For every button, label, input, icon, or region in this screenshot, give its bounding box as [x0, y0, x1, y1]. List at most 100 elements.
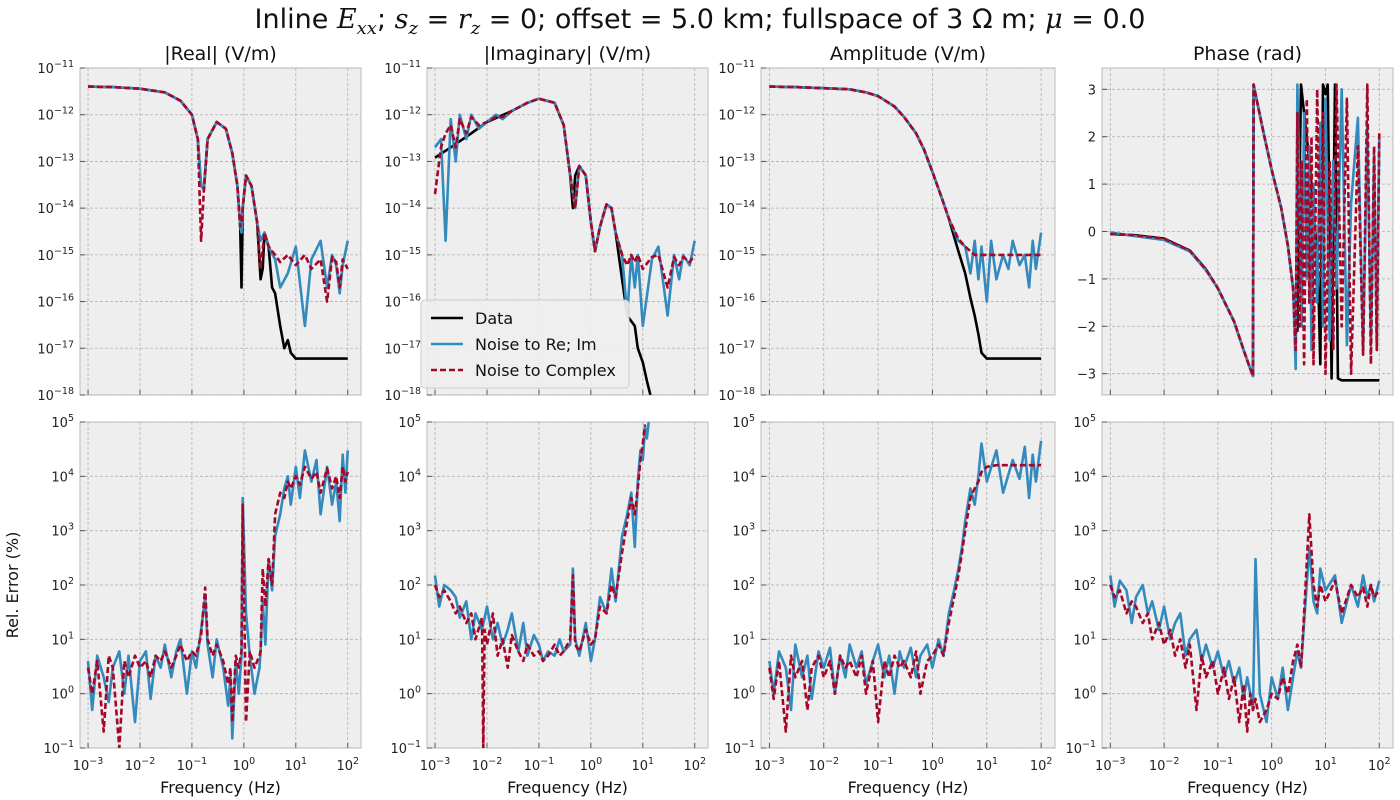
series-line-noise-to-complex [768, 463, 1042, 733]
x-tick-label: 102 [683, 756, 706, 774]
panel-4: −3 −2 −1 0 1 2 3 Phase (rad) [1077, 43, 1394, 396]
series-line-noise-to-complex [86, 465, 349, 748]
x-tick-label: 100 [1260, 756, 1283, 774]
y-tick-label: 105 [51, 413, 74, 431]
x-axis-label: Frequency (Hz) [160, 778, 281, 797]
y-tick-label: 104 [732, 467, 755, 485]
x-tick-label: 10−2 [1149, 756, 1180, 774]
y-tick-label: 104 [51, 467, 74, 485]
y-tick-label: 10−13 [718, 152, 755, 170]
y-tick-label: 103 [51, 522, 74, 540]
y-tick-label: 100 [732, 685, 755, 703]
y-tick-label: 101 [51, 630, 74, 648]
y-tick-label: 10−1 [724, 739, 755, 757]
y-tick-label: 103 [398, 522, 421, 540]
series-line-noise-to-re-im [1110, 83, 1381, 378]
y-tick-label: 104 [398, 467, 421, 485]
panel-5: 10−3 10−2 10−1 100 101 102 10−1 100 101 102 103 104… [3, 413, 362, 797]
x-tick-label: 10−1 [863, 756, 894, 774]
y-tick-label: 102 [1073, 576, 1096, 594]
y-tick-label: 102 [732, 576, 755, 594]
y-tick-label: 10−18 [384, 386, 421, 404]
y-tick-label: 105 [398, 413, 421, 431]
y-tick-label: 10−14 [384, 199, 421, 217]
y-tick-label: −2 [1077, 320, 1096, 335]
y-tick-label: 101 [732, 630, 755, 648]
x-tick-label: 102 [336, 756, 359, 774]
series-line-noise-to-complex [1110, 83, 1381, 378]
y-tick-label: 100 [1073, 685, 1096, 703]
y-tick-label: −1 [1077, 273, 1096, 288]
panel-3: 10−18 10−17 10−16 10−15 10−14 10−13 10−12 10−11… [718, 43, 1056, 404]
x-tick-label: 10−3 [1095, 756, 1126, 774]
y-tick-label: 103 [732, 522, 755, 540]
y-tick-label: 10−12 [37, 106, 74, 124]
x-tick-label: 101 [632, 756, 655, 774]
y-tick-label: 10−11 [37, 59, 74, 77]
y-tick-label: 10−18 [37, 386, 74, 404]
y-tick-label: 105 [732, 413, 755, 431]
x-tick-label: 10−1 [1203, 756, 1234, 774]
x-tick-label: 10−2 [125, 756, 156, 774]
y-tick-label: 10−17 [718, 339, 755, 357]
x-tick-label: 10−2 [472, 756, 503, 774]
x-axis-label: Frequency (Hz) [848, 778, 969, 797]
y-tick-label: 101 [1073, 630, 1096, 648]
y-tick-label: 1 [1088, 178, 1096, 193]
y-tick-label: 10−13 [37, 152, 74, 170]
figure-title: Inline Exx; sz = rz = 0; offset = 5.0 km… [255, 4, 1146, 39]
y-tick-label: 10−11 [384, 59, 421, 77]
x-tick-label: 100 [921, 756, 944, 774]
legend-frame [420, 299, 630, 389]
y-tick-label: 10−14 [37, 199, 74, 217]
y-tick-label: 10−16 [718, 293, 755, 311]
panel-8: 10−3 10−2 10−1 100 101 102 10−1 100 101 102 103 104… [1065, 413, 1394, 797]
y-tick-label: 101 [398, 630, 421, 648]
series-line-noise-to-complex [433, 424, 647, 748]
x-axis-label: Frequency (Hz) [507, 778, 628, 797]
y-tick-label: 102 [398, 576, 421, 594]
y-tick-label: 100 [51, 685, 74, 703]
plot-area [760, 67, 1056, 396]
y-axis-label: Rel. Error (%) [3, 532, 22, 639]
y-tick-label: 10−1 [43, 739, 74, 757]
y-tick-label: 103 [1073, 522, 1096, 540]
x-tick-label: 101 [1314, 756, 1337, 774]
panel-title: Amplitude (V/m) [830, 43, 986, 65]
y-tick-label: 10−16 [37, 293, 74, 311]
legend-label: Data [475, 309, 513, 328]
y-tick-label: 10−11 [718, 59, 755, 77]
y-tick-label: 10−18 [718, 386, 755, 404]
y-tick-label: 105 [1073, 413, 1096, 431]
panel-title: Phase (rad) [1193, 43, 1302, 65]
panel-6: 10−3 10−2 10−1 100 101 102 10−1 100 101 102 103 104… [390, 413, 709, 797]
y-tick-label: 10−15 [37, 246, 74, 264]
x-tick-label: 101 [285, 756, 308, 774]
legend-label: Noise to Re; Im [475, 335, 597, 354]
y-tick-label: 10−1 [1065, 739, 1096, 757]
series-line-noise-to-re-im [768, 440, 1043, 712]
x-axis-label: Frequency (Hz) [1187, 778, 1308, 797]
y-tick-label: 3 [1088, 83, 1096, 98]
legend-label: Noise to Complex [475, 361, 616, 380]
plot-area [79, 67, 362, 396]
x-tick-label: 10−3 [754, 756, 785, 774]
legend: Data Noise to Re; Im Noise to Complex [420, 299, 630, 389]
x-tick-label: 10−2 [808, 756, 839, 774]
panel-title: |Imaginary| (V/m) [484, 43, 651, 65]
x-tick-label: 10−1 [524, 756, 555, 774]
y-tick-label: 10−12 [384, 106, 421, 124]
x-tick-label: 100 [580, 756, 603, 774]
y-tick-label: 10−16 [384, 293, 421, 311]
series-line-noise-to-complex [433, 97, 696, 289]
y-tick-label: 2 [1088, 131, 1096, 146]
y-tick-label: 10−1 [390, 739, 421, 757]
y-tick-label: 10−17 [384, 339, 421, 357]
panel-title: |Real| (V/m) [164, 43, 277, 65]
y-tick-label: 0 [1088, 226, 1096, 241]
x-tick-label: 10−3 [73, 756, 104, 774]
x-tick-label: 102 [1368, 756, 1391, 774]
panel-1: 10−18 10−17 10−16 10−15 10−14 10−13 10−12 10−11… [37, 43, 362, 404]
series-line-noise-to-complex [1109, 512, 1381, 733]
